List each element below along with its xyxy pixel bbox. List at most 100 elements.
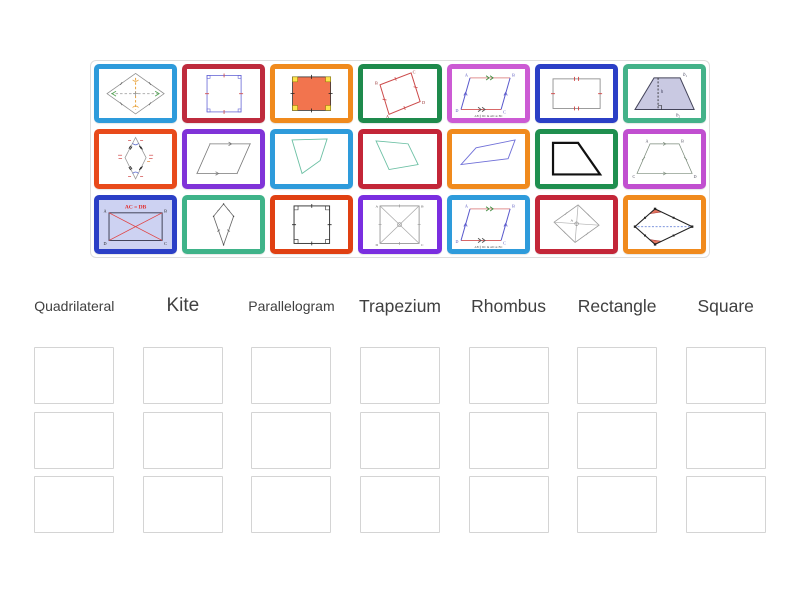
svg-text:D: D [455,239,458,244]
svg-text:C: C [503,240,506,245]
rectangle-equal-diagonals-diagram: AC = DB A B D C [99,199,173,249]
category-kite: Kite [129,293,238,533]
rectangle-ticks-diagram [550,76,602,111]
tile-irregular-quadrilateral-1[interactable] [270,129,354,189]
drop-slot[interactable] [685,411,766,469]
tile-kite-horizontal-shaded-angles[interactable] [622,194,706,254]
svg-text:C: C [503,109,506,114]
irregular-quadrilateral-diagram [291,138,329,175]
svg-text:C: C [164,241,167,246]
svg-text:B: B [512,203,515,208]
svg-text:A: A [465,72,468,77]
svg-text:h: h [661,90,664,95]
parallelogram-marked-diagram: A B D C AB ∥ DC & AD ≅ BC [455,72,515,118]
svg-text:A: A [570,218,573,222]
parallelogram-marked-diagram: A B D C AB ∥ DC & AD ≅ BC [455,203,515,249]
isosceles-trapezium-diagram: A B C D [632,139,696,179]
drop-slot[interactable] [359,347,440,404]
tile-irregular-quadrilateral-2[interactable] [358,129,442,189]
drop-slot[interactable] [34,411,115,469]
category-label-trapezium: Trapezium [358,296,441,316]
svg-text:C: C [632,174,635,179]
category-rectangle: Rectangle [563,293,672,533]
category-trapezium: Trapezium [346,293,455,533]
svg-text:AB ∥ DC & AD ≅ BC: AB ∥ DC & AD ≅ BC [474,245,502,249]
filled-rectangle-diagram [290,74,333,113]
tile-rhombus-with-diagonals[interactable]: A [534,194,618,254]
category-parallelogram: Parallelogram [237,293,346,533]
kite-horizontal-diagram [633,207,694,246]
category-label-rhombus: Rhombus [471,296,547,316]
irregular-quadrilateral-diagram [375,140,420,171]
drop-slot[interactable] [359,476,440,533]
drop-slot[interactable] [34,476,115,533]
svg-text:D: D [455,108,458,113]
rhombus-angle-marks-diagram [118,136,154,181]
tile-square-right-angle-marks[interactable] [270,194,354,254]
tile-parallelogram-with-parallel-marks[interactable]: A B D C AB ∥ DC & AD ≅ BC [446,64,530,124]
svg-text:b₁: b₁ [683,73,687,78]
drop-slot[interactable] [577,476,658,533]
tile-right-trapezium[interactable] [534,129,618,189]
svg-text:C: C [413,69,416,74]
rhombus-diagonals-diagram: A [553,204,600,243]
tile-isosceles-trapezium-abcd[interactable]: A B C D [622,129,706,189]
category-rhombus: Rhombus [454,293,563,533]
drop-slot[interactable] [251,476,332,533]
tile-rhombus-with-dashed-diagonals[interactable] [94,64,178,124]
tile-rectangle-with-tick-marks[interactable] [534,64,618,124]
tile-filled-rectangle-right-angle-corners[interactable] [270,64,354,124]
drop-slot[interactable] [468,347,549,404]
svg-text:B: B [164,208,167,213]
tile-rectangle-equal-diagonals[interactable]: AC = DB A B D C [94,194,178,254]
drop-slot[interactable] [142,347,223,404]
drop-slot[interactable] [577,347,658,404]
tile-parallelogram-outline[interactable] [182,129,266,189]
svg-text:A: A [645,139,648,144]
category-square: Square [671,293,780,533]
irregular-quadrilateral-diagram [459,139,516,166]
category-label-quadrilateral: Quadrilateral [34,298,115,314]
drop-slot[interactable] [577,411,658,469]
drop-slot[interactable] [142,476,223,533]
svg-text:D: D [376,243,379,247]
square-tick-marks-diagram [205,73,244,114]
svg-text:A: A [376,204,379,208]
drop-slot[interactable] [142,411,223,469]
tile-irregular-quadrilateral-3[interactable] [446,129,530,189]
tile-kite-vertical[interactable] [182,194,266,254]
right-trapezium-diagram [551,142,602,176]
tile-square-with-diagonals[interactable]: A B D C [358,194,442,254]
category-label-square: Square [697,296,754,316]
drop-slot[interactable] [251,411,332,469]
svg-text:A: A [386,114,389,118]
tilted-quadrilateral-diagram: B C D A [375,69,426,118]
drop-slot[interactable] [685,347,766,404]
drop-slot[interactable] [468,476,549,533]
category-label-kite: Kite [166,295,200,316]
svg-text:D: D [423,100,426,105]
drop-slot[interactable] [359,411,440,469]
svg-text:A: A [104,208,107,213]
kite-vertical-diagram [212,202,235,246]
drop-slot[interactable] [468,411,549,469]
svg-text:b₂: b₂ [676,113,680,118]
svg-text:B: B [512,72,515,77]
tile-trapezoid-with-height[interactable]: b₁ h b₂ [622,64,706,124]
drop-slot[interactable] [251,347,332,404]
parallelogram-outline-diagram [196,142,251,176]
tile-square-with-tick-marks[interactable] [182,64,266,124]
tile-parallelogram-with-parallel-marks-2[interactable]: A B D C AB ∥ DC & AD ≅ BC [446,194,530,254]
svg-text:B: B [681,139,684,144]
drop-slot[interactable] [34,347,115,404]
rhombus-dashed-diagonals-diagram [106,72,165,115]
svg-text:C: C [422,243,425,247]
square-diagonals-diagram: A B D C [376,204,425,247]
svg-text:A: A [465,203,468,208]
tile-rhombus-with-angle-marks[interactable] [94,129,178,189]
drop-slot[interactable] [685,476,766,533]
svg-text:AB ∥ DC & AD ≅ BC: AB ∥ DC & AD ≅ BC [474,114,502,118]
category-label-parallelogram: Parallelogram [248,298,335,314]
tile-tilted-quadrilateral-abcd[interactable]: B C D A [358,64,442,124]
category-columns: Quadrilateral Kite Parallelogram Trapezi… [20,293,780,533]
